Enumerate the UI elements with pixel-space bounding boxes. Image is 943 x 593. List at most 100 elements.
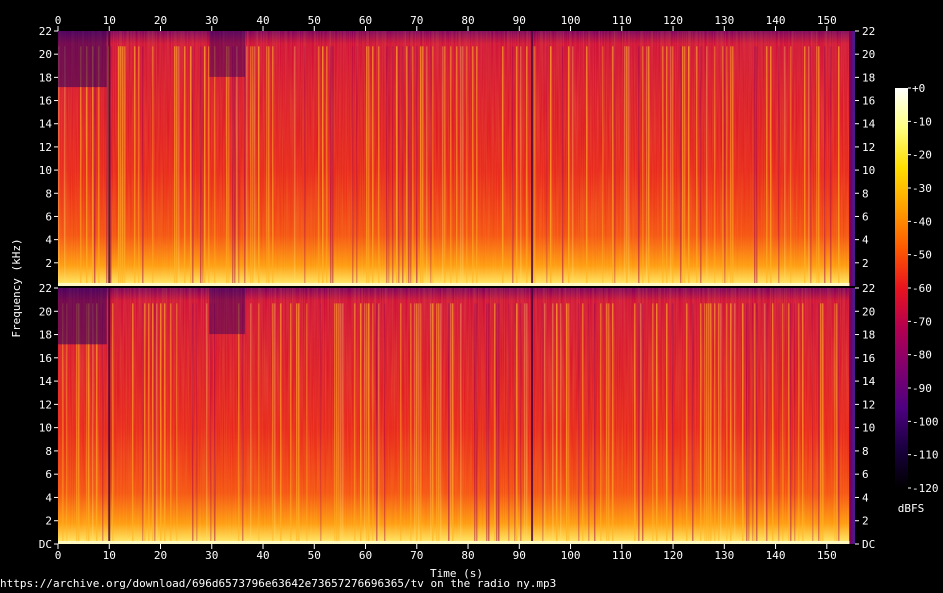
spectrogram-panel-2 [58,288,855,544]
x-tick-label-top: 140 [766,14,786,27]
x-tick-label-top: 40 [256,14,269,27]
colorbar-tick-label: -50 [912,249,932,262]
x-tick-label-top: 0 [55,14,62,27]
y-tick-label-right: 8 [862,187,869,200]
y-tick-label-right: 4 [862,234,869,247]
y-tick-label-right: 22 [862,25,875,38]
y-tick-label-right: 12 [862,398,875,411]
x-tick-label-bottom: 60 [359,549,372,562]
y-tick-label-left: 10 [39,422,52,435]
y-tick-label-left: 4 [45,491,52,504]
colorbar-tick-label: -110 [912,449,939,462]
x-tick-label-bottom: 70 [410,549,423,562]
y-tick-label-right: 2 [862,515,869,528]
y-tick-label-left: 2 [45,515,52,528]
y-tick-label-left: 8 [45,187,52,200]
x-tick-label-bottom: 30 [205,549,218,562]
y-tick-label-right: 6 [862,468,869,481]
colorbar [895,88,908,488]
spectrogram-grain [58,288,850,544]
y-tick-label-right: 2 [862,257,869,270]
colorbar-tick-label: -60 [912,282,932,295]
colorbar-tick-label: -40 [912,215,932,228]
y-tick-label-right: 20 [862,48,875,61]
y-axis-label: Frequency (kHz) [10,238,23,337]
y-tick-label-left: 6 [45,468,52,481]
y-tick-label-right: 10 [862,164,875,177]
x-tick-label-top: 30 [205,14,218,27]
x-tick-label-top: 110 [612,14,632,27]
colorbar-tick-label: -30 [912,182,932,195]
x-tick-label-top: 60 [359,14,372,27]
x-tick-label-bottom: 50 [308,549,321,562]
x-tick-label-top: 130 [714,14,734,27]
x-tick-label-bottom: 90 [513,549,526,562]
colorbar-tick-label: -120 [912,482,939,495]
colorbar-tick-label: -20 [912,149,932,162]
x-tick-label-top: 100 [561,14,581,27]
y-tick-label-left: 12 [39,141,52,154]
x-tick-label-top: 150 [817,14,837,27]
colorbar-tick-label: +0 [912,82,925,95]
y-tick-label-right: 8 [862,445,869,458]
source-url: https://archive.org/download/696d6573796… [0,577,557,590]
y-tick-label-right: 4 [862,491,869,504]
y-tick-label-left: 18 [39,71,52,84]
x-axis-label: Time (s) [430,567,483,580]
x-tick-label-bottom: 10 [103,549,116,562]
colorbar-tick-label: -70 [912,315,932,328]
y-tick-label-right: 22 [862,282,875,295]
y-tick-label-left: 20 [39,305,52,318]
y-tick-label-left: 22 [39,25,52,38]
y-tick-label-right: 6 [862,210,869,223]
y-tick-label-left: 16 [39,352,52,365]
colorbar-label: dBFS [898,502,925,515]
x-tick-label-bottom: 20 [154,549,167,562]
y-tick-label-right: 10 [862,422,875,435]
y-tick-label-left: 14 [39,118,53,131]
y-tick-label-right: DC [862,538,875,551]
y-tick-label-right: 20 [862,305,875,318]
y-tick-label-left: 22 [39,282,52,295]
y-tick-label-left: 6 [45,210,52,223]
y-tick-label-right: 12 [862,141,875,154]
y-tick-label-left: 10 [39,164,52,177]
spectrogram-panel-1 [58,31,855,286]
y-tick-label-left: 4 [45,234,52,247]
y-tick-label-right: 14 [862,375,876,388]
x-tick-label-top: 50 [308,14,321,27]
y-tick-label-left: 12 [39,398,52,411]
x-tick-label-top: 70 [410,14,423,27]
spectrogram-grain [58,31,850,286]
x-tick-label-top: 10 [103,14,116,27]
x-tick-label-bottom: 140 [766,549,786,562]
colorbar-tick-label: -90 [912,382,932,395]
x-tick-label-bottom: 110 [612,549,632,562]
y-tick-label-left: 14 [39,375,53,388]
x-tick-label-bottom: 80 [461,549,474,562]
x-tick-label-bottom: 130 [714,549,734,562]
y-tick-label-right: 18 [862,71,875,84]
y-tick-label-left: 18 [39,329,52,342]
x-tick-label-top: 20 [154,14,167,27]
colorbar-tick-label: -10 [912,115,932,128]
y-tick-label-left: 8 [45,445,52,458]
y-tick-label-right: 14 [862,118,876,131]
x-tick-label-bottom: 100 [561,549,581,562]
y-tick-label-right: 16 [862,352,875,365]
y-tick-label-left: 2 [45,257,52,270]
y-tick-label-right: 16 [862,95,875,108]
y-tick-label-left: 16 [39,95,52,108]
x-tick-label-bottom: 150 [817,549,837,562]
x-tick-label-bottom: 0 [55,549,62,562]
x-tick-label-top: 120 [663,14,683,27]
y-tick-label-left: 20 [39,48,52,61]
colorbar-tick-label: -80 [912,349,932,362]
x-tick-label-top: 90 [513,14,526,27]
x-tick-label-bottom: 120 [663,549,683,562]
y-tick-label-left: DC [39,538,52,551]
colorbar-tick-label: -100 [912,415,939,428]
x-tick-label-top: 80 [461,14,474,27]
y-tick-label-right: 18 [862,329,875,342]
